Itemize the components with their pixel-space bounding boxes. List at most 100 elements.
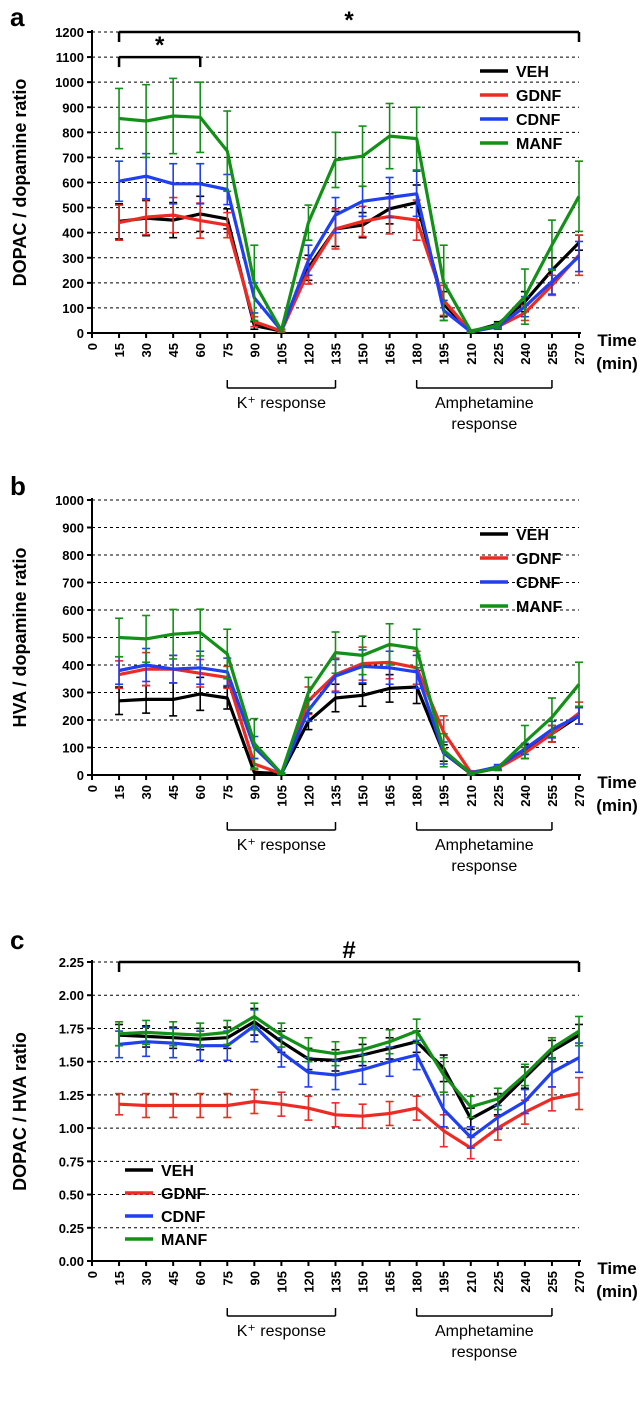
panel-b: b 0 100 200 300 400 500 600 700 800 900 1000 0 15 30 45… bbox=[10, 471, 638, 875]
series-cdnf bbox=[115, 1009, 583, 1149]
x-tick-label: 270 bbox=[572, 785, 587, 807]
x-tick-label: 225 bbox=[491, 785, 506, 807]
series-line bbox=[118, 174, 581, 334]
x-tick-label: 0 bbox=[85, 1271, 100, 1278]
panel-letter: b bbox=[10, 471, 26, 501]
x-tick-label: 60 bbox=[193, 785, 208, 799]
x-tick-label: 0 bbox=[85, 343, 100, 350]
y-tick-label: 200 bbox=[62, 276, 84, 291]
y-tick-label: 900 bbox=[62, 100, 84, 115]
x-tick-label: 90 bbox=[247, 343, 262, 357]
phase-label: Amphetamine bbox=[435, 1323, 534, 1340]
x-tick-label: 105 bbox=[274, 343, 289, 365]
legend-label: GDNF bbox=[516, 88, 562, 105]
legend-label: GDNF bbox=[161, 1186, 207, 1203]
x-tick-label: 75 bbox=[220, 343, 235, 357]
x-tick-label: 90 bbox=[247, 1271, 262, 1285]
x-tick-label: 30 bbox=[139, 343, 154, 357]
x-tick-label: 105 bbox=[274, 785, 289, 807]
series-manf bbox=[115, 1002, 583, 1119]
phase-label: response bbox=[451, 416, 517, 433]
x-tick-label: 255 bbox=[545, 785, 560, 807]
x-tick-label: 180 bbox=[410, 1271, 425, 1293]
x-tick-label: 165 bbox=[383, 785, 398, 807]
legend-label: CDNF bbox=[161, 1209, 206, 1226]
x-tick-label: 0 bbox=[85, 785, 100, 792]
x-axis-title: Time bbox=[597, 1259, 636, 1278]
y-tick-label: 1200 bbox=[55, 25, 84, 40]
x-tick-label: 45 bbox=[166, 343, 181, 357]
x-tick-label: 15 bbox=[112, 343, 127, 357]
x-tick-label: 180 bbox=[410, 785, 425, 807]
x-tick-label: 45 bbox=[166, 1271, 181, 1285]
legend-label: MANF bbox=[516, 136, 562, 153]
series-cdnf bbox=[115, 152, 583, 334]
x-tick-label: 180 bbox=[410, 343, 425, 365]
y-tick-label: 0.25 bbox=[59, 1221, 84, 1236]
x-tick-label: 150 bbox=[356, 343, 371, 365]
x-tick-label: 165 bbox=[383, 343, 398, 365]
x-tick-label: 195 bbox=[437, 1271, 452, 1293]
panel-c: c 0.00 0.25 0.50 0.75 1.00 1.25 1.50 1.75 2.00 2.2… bbox=[10, 925, 638, 1361]
y-tick-label: 400 bbox=[62, 658, 84, 673]
y-tick-label: 0.50 bbox=[59, 1188, 84, 1203]
phase-label: response bbox=[451, 1344, 517, 1361]
series-line bbox=[119, 1014, 580, 1109]
x-tick-label: 135 bbox=[329, 343, 344, 365]
series-line bbox=[119, 630, 581, 776]
x-tick-label: 150 bbox=[356, 785, 371, 807]
x-tick-label: 30 bbox=[139, 785, 154, 799]
x-tick-label: 210 bbox=[464, 785, 479, 807]
x-tick-label: 240 bbox=[518, 785, 533, 807]
x-tick-label: 120 bbox=[301, 785, 316, 807]
y-tick-label: 1.00 bbox=[59, 1121, 84, 1136]
y-tick-label: 900 bbox=[62, 521, 84, 536]
x-tick-label: 165 bbox=[383, 1271, 398, 1293]
x-tick-label: 60 bbox=[193, 1271, 208, 1285]
y-tick-label: 100 bbox=[62, 741, 84, 756]
x-tick-label: 60 bbox=[193, 343, 208, 357]
y-tick-label: 1.50 bbox=[59, 1055, 84, 1070]
phase-label: Amphetamine bbox=[435, 837, 534, 854]
legend-label: VEH bbox=[516, 64, 549, 81]
y-tick-label: 0.00 bbox=[59, 1254, 84, 1269]
x-tick-label: 255 bbox=[545, 1271, 560, 1293]
x-tick-label: 75 bbox=[220, 1271, 235, 1285]
x-tick-label: 105 bbox=[274, 1271, 289, 1293]
legend-label: VEH bbox=[516, 527, 549, 544]
significance-marker: * bbox=[344, 7, 354, 34]
y-tick-label: 500 bbox=[62, 201, 84, 216]
y-tick-label: 100 bbox=[62, 301, 84, 316]
x-axis-title: (min) bbox=[596, 354, 638, 373]
x-tick-label: 255 bbox=[545, 343, 560, 365]
y-tick-label: 2.00 bbox=[59, 988, 84, 1003]
x-tick-label: 225 bbox=[491, 1271, 506, 1293]
y-tick-label: 1.25 bbox=[59, 1088, 84, 1103]
x-tick-label: 150 bbox=[356, 1271, 371, 1293]
y-tick-label: 700 bbox=[62, 150, 84, 165]
legend-label: VEH bbox=[161, 1163, 194, 1180]
y-tick-label: 1000 bbox=[55, 75, 84, 90]
x-tick-label: 120 bbox=[301, 1271, 316, 1293]
y-tick-label: 800 bbox=[62, 125, 84, 140]
x-tick-label: 15 bbox=[112, 1271, 127, 1285]
x-tick-label: 120 bbox=[301, 343, 316, 365]
x-axis-title: Time bbox=[597, 773, 636, 792]
y-tick-label: 300 bbox=[62, 686, 84, 701]
phase-label: K⁺ response bbox=[237, 1323, 326, 1340]
legend: VEH GDNF CDNF MANF bbox=[480, 64, 562, 153]
series-line bbox=[119, 1092, 580, 1150]
phase-label: K⁺ response bbox=[237, 837, 326, 854]
y-tick-label: 0 bbox=[77, 768, 84, 783]
legend: VEH GDNF CDNF MANF bbox=[480, 527, 562, 616]
y-tick-label: 1.75 bbox=[59, 1021, 84, 1036]
series-line bbox=[118, 114, 581, 333]
x-tick-label: 15 bbox=[112, 785, 127, 799]
legend-label: GDNF bbox=[516, 551, 562, 568]
x-tick-label: 135 bbox=[329, 785, 344, 807]
x-tick-label: 30 bbox=[139, 1271, 154, 1285]
legend-label: MANF bbox=[161, 1232, 207, 1249]
x-axis-title: Time bbox=[597, 331, 636, 350]
x-tick-label: 240 bbox=[518, 343, 533, 365]
